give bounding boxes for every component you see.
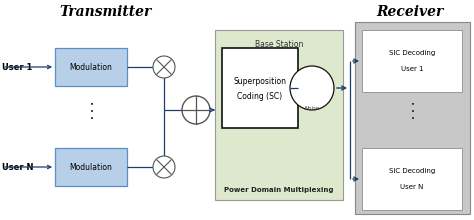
Text: Modulation: Modulation (70, 163, 112, 172)
Text: . . .: . . . (86, 101, 96, 119)
Circle shape (153, 156, 175, 178)
Text: Coding (SC): Coding (SC) (237, 92, 283, 101)
Text: Transmitter: Transmitter (59, 5, 151, 19)
Text: User 1: User 1 (2, 62, 32, 72)
Bar (362, 30, 462, 92)
Text: Power Domain Multiplexing: Power Domain Multiplexing (224, 187, 334, 193)
Circle shape (153, 56, 175, 78)
Text: Noise: Noise (304, 106, 319, 110)
Circle shape (182, 96, 210, 124)
Circle shape (290, 66, 334, 110)
Text: SIC Decoding: SIC Decoding (389, 168, 435, 174)
Text: SIC Decoding: SIC Decoding (389, 50, 435, 56)
Text: Base Station: Base Station (255, 40, 303, 48)
Text: User N: User N (401, 184, 424, 190)
Bar (55, 48, 127, 86)
Bar (55, 148, 127, 186)
Text: User N: User N (2, 163, 34, 172)
Text: Modulation: Modulation (70, 62, 112, 72)
Text: User 1: User 1 (401, 66, 423, 72)
Bar (215, 30, 343, 200)
Bar (362, 148, 462, 210)
Text: . . .: . . . (407, 101, 417, 119)
Text: Receiver: Receiver (376, 5, 444, 19)
Text: Superposition: Superposition (234, 77, 286, 86)
Bar (222, 48, 298, 128)
Bar (355, 22, 470, 214)
